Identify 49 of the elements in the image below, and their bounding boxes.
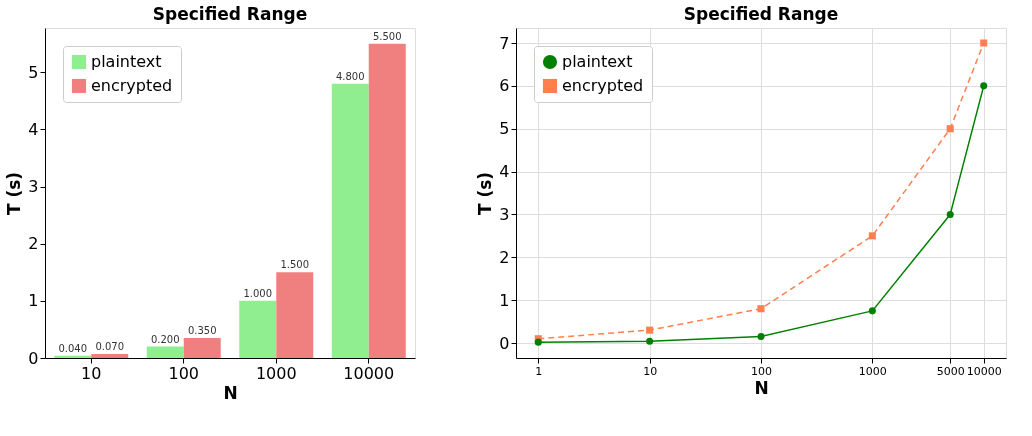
y-tick-label: 6 [499,76,510,96]
data-label: 1.000 [243,287,273,299]
x-tick-label: 10000 [343,363,395,383]
y-tick-label: 4 [28,119,39,139]
bar [183,338,221,358]
y-tick-label: 3 [28,177,39,197]
bar [331,83,369,358]
bar [91,354,129,358]
data-label: 0.200 [150,333,180,345]
x-axis-title: N [223,382,238,403]
y-tick-label: 4 [499,162,510,182]
x-tick-label: 100 [751,364,772,378]
y-tick-label: 3 [499,204,510,224]
bar [146,346,184,358]
x-axis-title: N [754,377,769,398]
legend-label: plaintext [562,52,633,71]
y-axis-title: T (s) [4,171,25,216]
data-label: 1.500 [280,259,310,271]
y-tick-label: 7 [499,33,510,53]
y-tick-label: 1 [28,291,39,311]
chart-title: Specified Range [152,4,308,24]
x-tick-label: 1 [535,364,543,378]
x-tick-label: 1000 [255,363,297,383]
y-tick-label: 5 [28,62,39,82]
y-tick-label: 2 [28,234,39,254]
x-tick-label: 100 [168,363,200,383]
data-label: 0.070 [95,341,125,352]
data-label: 4.800 [335,70,365,82]
x-tick-label: 10000 [966,364,1002,378]
legend-label: encrypted [91,76,173,95]
y-tick-label: 2 [499,247,510,267]
bar [239,300,277,358]
y-tick-label: 0 [499,333,510,353]
y-tick-label: 1 [499,290,510,310]
x-tick-label: 10 [81,363,102,383]
legend-label: encrypted [562,76,644,95]
x-tick-label: 5000 [936,364,965,378]
legend-label: plaintext [91,52,162,71]
x-tick-label: 10 [643,364,658,378]
bar [276,272,314,358]
chart-title: Specified Range [683,4,839,24]
y-tick-label: 5 [499,119,510,139]
data-label: 5.500 [372,30,402,42]
bar [368,43,406,358]
y-axis-title: T (s) [475,171,496,216]
y-tick-label: 0 [28,348,39,368]
data-label: 0.350 [187,325,217,336]
data-label: 0.040 [58,342,88,354]
x-tick-label: 1000 [858,364,887,378]
